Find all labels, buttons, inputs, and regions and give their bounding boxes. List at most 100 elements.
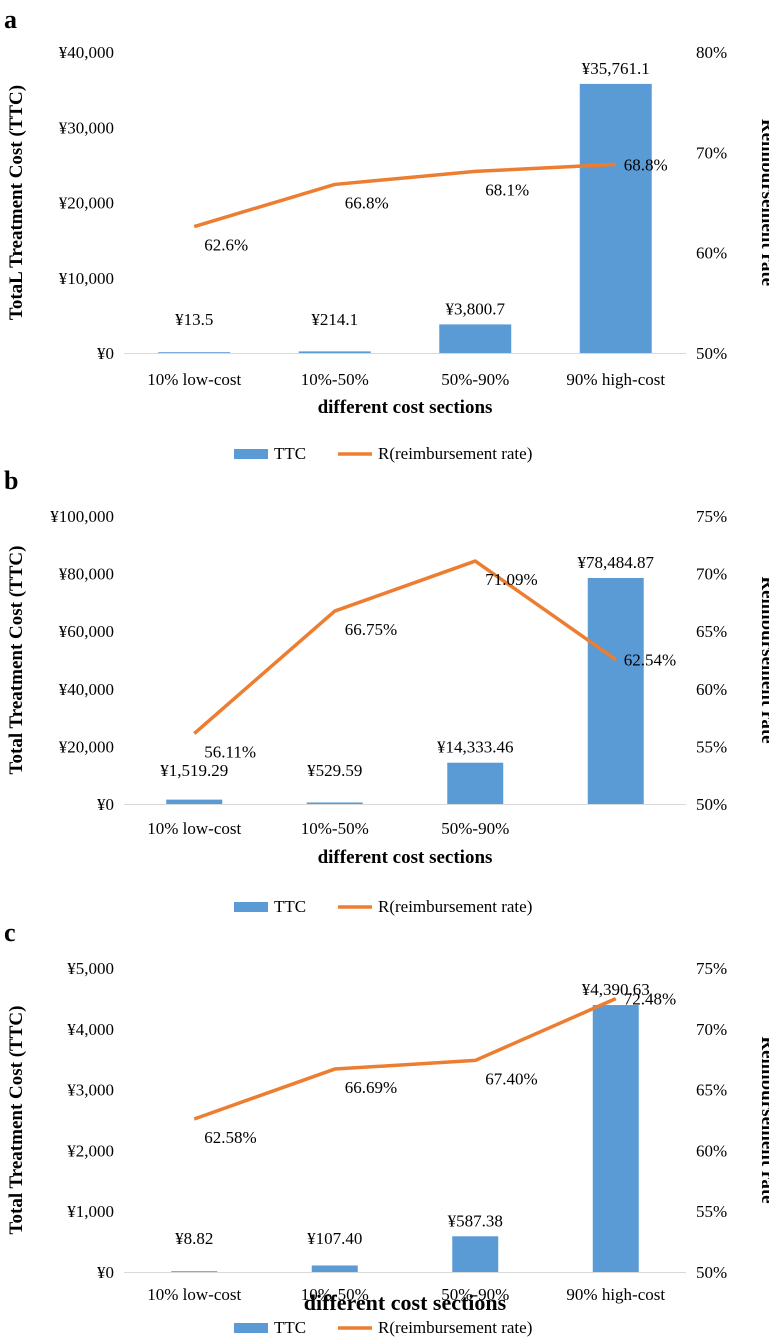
line-data-label: 62.58% bbox=[204, 1128, 256, 1147]
y-tick-label: ¥60,000 bbox=[59, 622, 114, 641]
y2-tick-label: 65% bbox=[696, 622, 727, 641]
y-tick-label: ¥1,000 bbox=[67, 1202, 114, 1221]
bar-data-label: ¥78,484.87 bbox=[578, 553, 655, 572]
y-tick-label: ¥40,000 bbox=[59, 43, 114, 62]
legend-label-rate: R(reimbursement rate) bbox=[378, 897, 532, 916]
bar-ttc bbox=[298, 351, 371, 353]
line-data-label: 66.75% bbox=[345, 620, 397, 639]
bar-data-label: ¥35,761.1 bbox=[582, 59, 650, 78]
y2-tick-label: 80% bbox=[696, 43, 727, 62]
legend-label-ttc: TTC bbox=[274, 897, 306, 916]
y-tick-label: ¥5,000 bbox=[67, 959, 114, 978]
panel-label: c bbox=[4, 918, 16, 947]
line-data-label: 72.48% bbox=[624, 990, 676, 1009]
legend-swatch-ttc bbox=[234, 1323, 268, 1333]
y-tick-label: ¥20,000 bbox=[59, 194, 114, 213]
y2-axis-title: Reimbursement rate bbox=[757, 1036, 769, 1203]
bar-data-label: ¥3,800.7 bbox=[446, 299, 506, 318]
x-tick-label: 50%-90% bbox=[441, 1285, 509, 1304]
x-tick-label: 50%-90% bbox=[441, 370, 509, 389]
y-axis-title: Total Treatment Cost (TTC) bbox=[6, 1006, 27, 1235]
line-data-label: 67.40% bbox=[485, 1069, 537, 1088]
bar-data-label: ¥529.59 bbox=[307, 761, 362, 780]
y2-tick-label: 50% bbox=[696, 344, 727, 363]
x-axis-title: different cost sections bbox=[304, 1290, 507, 1315]
y2-tick-label: 50% bbox=[696, 1263, 727, 1282]
y2-tick-label: 60% bbox=[696, 680, 727, 699]
y-axis-title: Total Treatment Cost (TTC) bbox=[6, 546, 27, 775]
y-tick-label: ¥0 bbox=[97, 1263, 114, 1282]
line-reimbursement-rate bbox=[193, 162, 616, 229]
line-data-label: 68.8% bbox=[624, 155, 668, 174]
y-tick-label: ¥30,000 bbox=[59, 118, 114, 137]
bar-ttc bbox=[439, 324, 512, 353]
bar-ttc bbox=[306, 802, 363, 804]
legend-swatch-ttc bbox=[234, 449, 268, 459]
legend-label-ttc: TTC bbox=[274, 444, 306, 463]
y2-tick-label: 65% bbox=[696, 1081, 727, 1100]
legend-swatch-ttc bbox=[234, 902, 268, 912]
y-axis-title: TotaL Treatment Cost (TTC) bbox=[6, 85, 27, 320]
legend: TTC R(reimbursement rate) bbox=[234, 897, 532, 916]
x-tick-label: 10% low-cost bbox=[147, 1285, 241, 1304]
panel-label: a bbox=[4, 5, 17, 34]
line-data-label: 66.8% bbox=[345, 193, 389, 212]
chart-panel-c: c ¥0 ¥1,000 ¥2,000 ¥3,000 ¥4,000 ¥5,000 50% 55% 6… bbox=[4, 918, 769, 1337]
bar-data-label: ¥587.38 bbox=[448, 1211, 503, 1230]
line-reimbursement-rate bbox=[193, 997, 617, 1121]
line-data-label: 62.54% bbox=[624, 651, 676, 670]
line-data-label: 71.09% bbox=[485, 570, 537, 589]
line-data-label: 68.1% bbox=[485, 180, 529, 199]
x-tick-label: 10%-50% bbox=[301, 370, 369, 389]
y-tick-label: ¥0 bbox=[97, 344, 114, 363]
y2-tick-label: 70% bbox=[696, 565, 727, 584]
y-tick-label: ¥80,000 bbox=[59, 565, 114, 584]
y-tick-label: ¥20,000 bbox=[59, 737, 114, 756]
bar-ttc bbox=[447, 762, 504, 804]
x-tick-label: 90% high-cost bbox=[566, 1285, 665, 1304]
legend: TTC R(reimbursement rate) bbox=[234, 444, 532, 463]
y2-tick-label: 75% bbox=[696, 959, 727, 978]
y2-tick-label: 50% bbox=[696, 795, 727, 814]
x-tick-label: 10%-50% bbox=[301, 1285, 369, 1304]
bar-data-label: ¥13.5 bbox=[175, 310, 213, 329]
bar-ttc bbox=[166, 799, 223, 804]
x-tick-label: 90% high-cost bbox=[566, 370, 665, 389]
panel-label: b bbox=[4, 466, 18, 495]
chart-panel-a: a ¥0 ¥10,000 ¥20,000 ¥30,000 ¥40,000 50% 60% 70%… bbox=[4, 5, 769, 463]
x-tick-label: 10%-50% bbox=[301, 819, 369, 838]
y-tick-label: ¥0 bbox=[97, 795, 114, 814]
bar-data-label: ¥107.40 bbox=[307, 1229, 362, 1248]
y2-axis-title: Reimbursement rate bbox=[757, 576, 769, 743]
bar-ttc bbox=[579, 83, 652, 354]
y2-axis-title: Reimbursement rate bbox=[757, 119, 769, 286]
y-tick-label: ¥3,000 bbox=[67, 1081, 114, 1100]
bar-ttc bbox=[311, 1265, 358, 1272]
y2-tick-label: 60% bbox=[696, 244, 727, 263]
legend-label-rate: R(reimbursement rate) bbox=[378, 444, 532, 463]
line-reimbursement-rate bbox=[193, 559, 617, 735]
bar-data-label: ¥1,519.29 bbox=[160, 761, 228, 780]
y-tick-label: ¥4,000 bbox=[67, 1020, 114, 1039]
bar-ttc bbox=[171, 1271, 218, 1272]
line-data-label: 62.6% bbox=[204, 236, 248, 255]
bar-ttc bbox=[592, 1005, 639, 1272]
line-data-label: 66.69% bbox=[345, 1078, 397, 1097]
y2-tick-label: 55% bbox=[696, 737, 727, 756]
bar-data-label: ¥4,390.63 bbox=[582, 980, 650, 999]
x-tick-label: 10% low-cost bbox=[147, 370, 241, 389]
y-tick-label: ¥2,000 bbox=[67, 1141, 114, 1160]
x-tick-label: 50%-90% bbox=[441, 819, 509, 838]
y2-tick-label: 70% bbox=[696, 143, 727, 162]
legend-label-rate: R(reimbursement rate) bbox=[378, 1318, 532, 1337]
y2-tick-label: 70% bbox=[696, 1020, 727, 1039]
bar-ttc bbox=[587, 577, 644, 804]
x-tick-label: 10% low-cost bbox=[147, 819, 241, 838]
legend: TTC R(reimbursement rate) bbox=[234, 1318, 532, 1337]
bar-data-label: ¥14,333.46 bbox=[437, 738, 514, 757]
y-tick-label: ¥40,000 bbox=[59, 680, 114, 699]
bar-ttc bbox=[158, 352, 231, 353]
bar-data-label: ¥8.82 bbox=[175, 1229, 213, 1248]
y2-tick-label: 55% bbox=[696, 1202, 727, 1221]
y-tick-label: ¥100,000 bbox=[50, 507, 114, 526]
